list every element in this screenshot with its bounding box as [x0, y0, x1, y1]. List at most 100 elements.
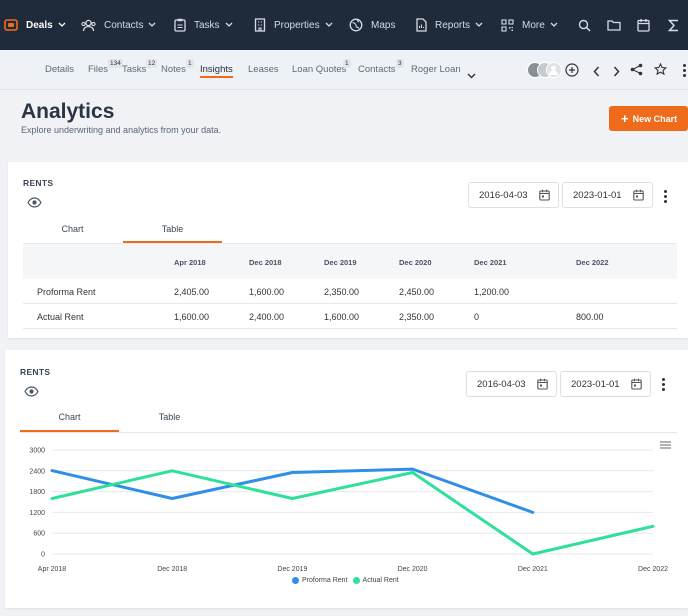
card-menu-icon[interactable]: [662, 378, 666, 393]
tab-contacts-badge: 3: [396, 59, 404, 68]
data-point: [652, 525, 655, 528]
row-label: Actual Rent: [37, 312, 84, 322]
nav-properties[interactable]: Properties: [254, 0, 333, 50]
folder-icon[interactable]: [607, 0, 621, 50]
properties-icon: [254, 18, 266, 32]
avatar[interactable]: [546, 62, 562, 78]
table-cell: 0: [474, 312, 480, 322]
add-member-icon[interactable]: [565, 63, 579, 82]
row-label: Proforma Rent: [37, 287, 96, 297]
legend-label[interactable]: Actual Rent: [362, 577, 399, 584]
nav-contacts[interactable]: Contacts: [81, 0, 156, 50]
nav-more-label: More: [522, 19, 545, 31]
more-options-icon[interactable]: [683, 64, 687, 79]
share-icon[interactable]: [630, 63, 643, 81]
plus-icon: +: [621, 111, 629, 126]
y-tick-label: 1800: [29, 489, 45, 496]
tasks-icon: [174, 18, 186, 32]
date-from-field[interactable]: 2016-04-03: [468, 182, 559, 208]
date-from-field[interactable]: 2016-04-03: [466, 371, 557, 397]
search-icon[interactable]: [578, 0, 591, 50]
date-to-value: 2023-01-01: [573, 189, 622, 201]
series-line: [50, 469, 655, 556]
tab-table[interactable]: Table: [158, 412, 181, 422]
table-cell: 2,450.00: [399, 287, 435, 297]
date-to-field[interactable]: 2023-01-01: [562, 182, 653, 208]
nav-tasks-label: Tasks: [194, 19, 220, 31]
chevron-down-icon: [148, 20, 156, 31]
tab-table[interactable]: Table: [161, 224, 184, 234]
legend-label[interactable]: Proforma Rent: [302, 577, 348, 584]
tab-contacts[interactable]: Contacts: [358, 64, 396, 75]
table-cell: 2,350.00: [399, 312, 435, 322]
chevron-down-icon[interactable]: [467, 66, 476, 84]
calendar-icon: [631, 378, 642, 393]
divider: [23, 243, 677, 244]
reports-icon: [415, 18, 427, 32]
tab-files[interactable]: Files: [88, 64, 109, 75]
nav-reports-label: Reports: [435, 19, 471, 31]
chevron-down-icon: [550, 20, 558, 31]
tab-leases[interactable]: Leases: [248, 64, 279, 75]
calendar-icon: [633, 189, 644, 204]
tab-loan-quotes-badge: 1: [343, 59, 351, 68]
table-cell: 1,600.00: [324, 312, 360, 322]
tab-details[interactable]: Details: [45, 64, 75, 75]
active-tab-underline: [200, 76, 233, 78]
eye-icon[interactable]: [27, 195, 42, 213]
nav-maps-label: Maps: [371, 19, 396, 31]
tab-tasks-badge: 12: [146, 59, 158, 68]
data-point: [291, 471, 294, 474]
eye-icon[interactable]: [24, 384, 39, 402]
globe-icon: [349, 18, 363, 32]
data-point: [291, 497, 294, 500]
calendar-icon[interactable]: [637, 0, 650, 50]
tab-insights[interactable]: Insights: [200, 64, 233, 75]
calendar-icon: [537, 378, 548, 393]
data-point: [531, 553, 534, 556]
table-cell: 2,350.00: [324, 287, 360, 297]
chevron-right-icon[interactable]: [613, 64, 620, 82]
sigma-icon[interactable]: [668, 0, 679, 50]
nav-reports[interactable]: Reports: [415, 0, 483, 50]
tab-loan-quotes[interactable]: Loan Quotes: [292, 64, 347, 75]
legend-marker: [292, 577, 299, 584]
star-icon[interactable]: [653, 62, 668, 81]
column-header: Dec 2020: [399, 258, 432, 267]
data-point: [51, 497, 54, 500]
card-menu-icon[interactable]: [664, 190, 668, 205]
data-point: [411, 468, 414, 471]
nav-deals[interactable]: Deals: [4, 0, 66, 50]
column-header: Apr 2018: [174, 258, 206, 267]
y-tick-label: 3000: [29, 448, 45, 455]
column-header: Dec 2019: [324, 258, 357, 267]
nav-more[interactable]: More: [501, 0, 558, 50]
table-header: [23, 244, 677, 279]
chart-menu-icon[interactable]: [660, 436, 671, 454]
date-to-field[interactable]: 2023-01-01: [560, 371, 651, 397]
y-tick-label: 0: [41, 552, 45, 559]
chevron-left-icon[interactable]: [593, 64, 600, 82]
tab-notes-badge: 1: [186, 59, 194, 68]
column-header: Dec 2021: [474, 258, 507, 267]
y-tick-label: 1200: [29, 510, 45, 517]
tab-chart[interactable]: Chart: [58, 412, 81, 422]
new-chart-button[interactable]: + New Chart: [609, 106, 688, 131]
table-cell: 1,600.00: [174, 312, 210, 322]
tab-files-badge: 134: [108, 59, 123, 68]
x-tick-label: Dec 2021: [518, 566, 548, 573]
card-title: RENTS: [20, 367, 51, 377]
data-point: [411, 471, 414, 474]
chart-legend: Proforma Rent Actual Rent: [292, 577, 399, 584]
tab-notes[interactable]: Notes: [161, 64, 186, 75]
tab-roger-loan[interactable]: Roger Loan: [411, 64, 461, 75]
nav-tasks[interactable]: Tasks: [174, 0, 233, 50]
tab-chart[interactable]: Chart: [61, 224, 84, 234]
data-point: [171, 497, 174, 500]
top-navigation: Deals Contacts Tasks Properties Maps Rep…: [0, 0, 688, 50]
nav-maps[interactable]: Maps: [349, 0, 395, 50]
page-subtitle: Explore underwriting and analytics from …: [21, 125, 222, 135]
tab-tasks[interactable]: Tasks: [122, 64, 147, 75]
nav-deals-label: Deals: [26, 19, 53, 31]
